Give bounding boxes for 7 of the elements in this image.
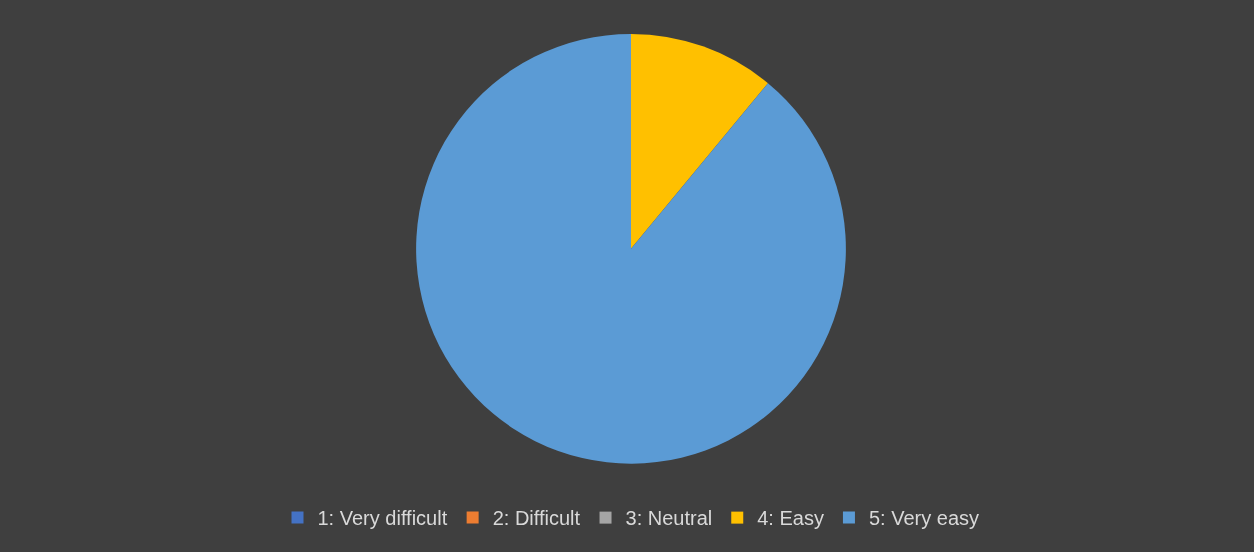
legend-label: 4: Easy	[757, 507, 824, 530]
legend-label: 5: Very easy	[868, 507, 980, 530]
legend-label: 2: Difficult	[492, 507, 581, 530]
pie-slice	[631, 33, 768, 249]
pie-slice	[416, 33, 846, 464]
legend-label: 3: Neutral	[625, 507, 713, 530]
legend-label: 1: Very difficult	[317, 507, 448, 530]
